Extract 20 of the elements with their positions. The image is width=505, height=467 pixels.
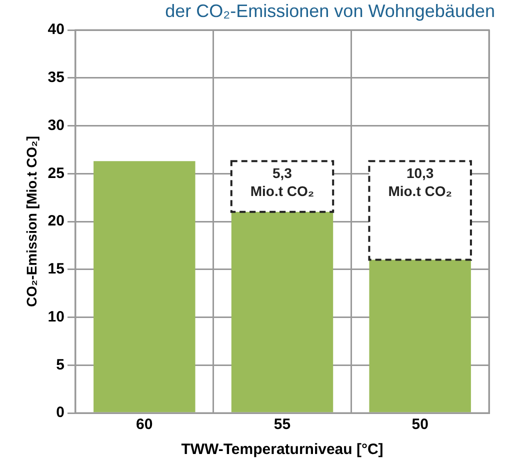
bar — [94, 161, 196, 412]
y-tick-label: 0 — [56, 404, 64, 422]
x-axis-title: TWW-Temperaturniveau [°C] — [181, 441, 384, 458]
y-axis-title: CO₂-Emission [Mio.t CO₂] — [23, 136, 40, 308]
bar — [231, 212, 334, 412]
y-tick-label: 5 — [56, 356, 64, 374]
y-tick-label: 15 — [48, 260, 64, 278]
y-tick-label: 10 — [48, 308, 64, 326]
data-label: 5,3 Mio.t CO₂ — [250, 165, 314, 200]
x-tick-label: 50 — [412, 416, 428, 434]
y-tick-label: 25 — [48, 164, 64, 182]
y-tick-label: 20 — [48, 212, 64, 230]
y-tick-label: 40 — [48, 21, 64, 38]
data-label: 10,3 Mio.t CO₂ — [388, 165, 452, 200]
chart-title: der CO₂-Emissionen von Wohngebäuden — [164, 0, 495, 22]
x-tick-label: 55 — [274, 416, 291, 434]
x-tick-label: 60 — [136, 416, 153, 434]
y-tick-label: 35 — [48, 69, 64, 86]
bar — [369, 260, 471, 412]
y-tick-label: 30 — [48, 116, 64, 134]
